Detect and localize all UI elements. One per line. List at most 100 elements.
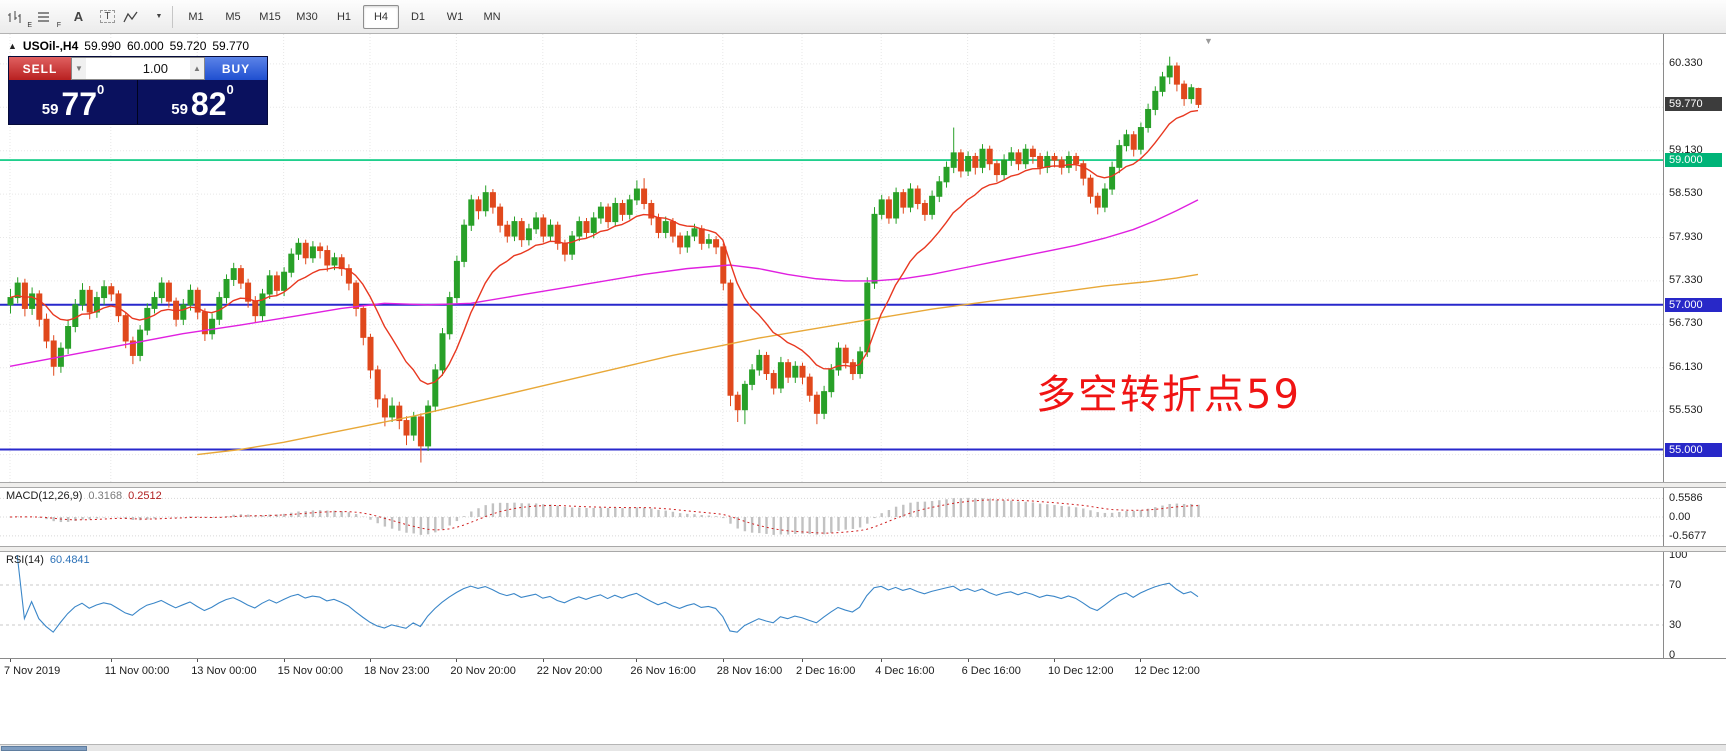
ask-price-display: 59 82 0 [138, 80, 267, 124]
price-axis-label: 57.330 [1669, 273, 1703, 286]
time-axis-tick [10, 659, 11, 662]
timeframe-button-m15[interactable]: M15 [259, 10, 281, 23]
buy-button[interactable]: BUY [205, 57, 267, 80]
time-axis-label: 18 Nov 23:00 [364, 665, 430, 677]
horizontal-scrollbar[interactable] [0, 744, 1726, 751]
timeframe-button-w1[interactable]: W1 [446, 10, 464, 23]
time-axis-tick [636, 659, 638, 662]
macd-signal-value: 0.2512 [128, 490, 162, 502]
bar-chart-button[interactable]: E [6, 4, 35, 30]
zigzag-button[interactable] [122, 4, 151, 30]
candles-layer [7, 56, 1202, 463]
timeframe-button-group: M1 M5 M15 M30 H1 H4 D1 W1 MN [178, 4, 510, 29]
timeframe-button-d1[interactable]: D1 [410, 10, 426, 23]
quote-high: 60.000 [126, 39, 164, 53]
time-axis-label: 11 Nov 00:00 [104, 665, 170, 677]
rsi-axis-label: 100 [1669, 549, 1688, 561]
chart-header: ▲ USOil-,H4 59.990 60.000 59.720 59.770 [8, 39, 249, 53]
timeframe-button-m1[interactable]: M1 [188, 10, 204, 23]
toolbar: E F A T ▼ M1 M5 M15 M30 H1 H4 D1 W1 MN [0, 0, 1726, 34]
scrollbar-thumb[interactable] [1, 746, 87, 751]
text-box-button[interactable]: T [93, 4, 122, 30]
price-badge: 59.000 [1665, 153, 1722, 168]
time-axis-label: 15 Nov 00:00 [277, 665, 344, 677]
bar-chart-icon [8, 10, 21, 23]
time-axis-label: 26 Nov 16:00 [630, 665, 696, 677]
time-axis-label: 4 Dec 16:00 [875, 665, 935, 677]
collapse-arrow-icon[interactable]: ▲ [8, 41, 17, 51]
time-axis-label: 13 Nov 00:00 [191, 665, 257, 677]
price-badge: 55.000 [1665, 442, 1722, 457]
time-axis-label: 20 Nov 20:00 [450, 665, 516, 677]
icon-letter: F [56, 21, 61, 29]
macd-signal-line [9, 499, 1199, 534]
macd-label: MACD(12,26,9) 0.3168 0.2512 [6, 490, 168, 502]
volume-input[interactable]: 1.00 [142, 61, 168, 76]
bid-main: 59 [41, 101, 59, 118]
bid-point: 0 [97, 82, 105, 97]
time-axis-tick [967, 659, 969, 662]
time-axis-tick [881, 659, 883, 662]
price-axis-label: 59.130 [1669, 143, 1703, 156]
pane-splitter[interactable] [0, 546, 1726, 552]
ma-mid-line [9, 199, 1199, 367]
rsi-pane[interactable] [0, 552, 1663, 658]
grid-icon [38, 11, 49, 22]
time-axis-tick [802, 659, 803, 662]
toolbar-separator [172, 5, 173, 28]
text-box-icon: T [100, 10, 115, 23]
horizontal-lines-layer [0, 159, 1663, 451]
zigzag-icon [123, 11, 138, 22]
timeframe-button-m5[interactable]: M5 [225, 10, 241, 23]
rsi-axis-label: 0 [1669, 649, 1676, 661]
pane-splitter[interactable] [0, 482, 1726, 488]
volume-down-button[interactable]: ▼ [72, 58, 86, 79]
price-axis-label: 57.930 [1669, 230, 1703, 243]
time-axis-label: 7 Nov 2019 [4, 665, 61, 677]
price-axis-label: 56.130 [1669, 360, 1703, 373]
price-axis-label: 55.530 [1669, 404, 1703, 417]
macd-axis-label: 0.5586 [1669, 492, 1703, 505]
time-axis-tick [722, 659, 724, 662]
time-axis-tick [1054, 659, 1055, 662]
macd-name: MACD(12,26,9) [6, 490, 83, 502]
chevron-down-icon[interactable]: ▼ [155, 13, 163, 20]
ma-fast-line [9, 109, 1199, 385]
time-axis: 7 Nov 2019 11 Nov 00:00 13 Nov 00:00 15 Nov… [0, 658, 1726, 682]
timeframe-button-h4[interactable]: H4 [363, 4, 399, 29]
main-chart[interactable] [0, 34, 1663, 482]
macd-pane[interactable] [0, 488, 1663, 546]
ask-main: 59 [171, 101, 188, 118]
timeframe-button-mn[interactable]: MN [483, 10, 501, 23]
quote-open: 59.990 [84, 39, 121, 53]
time-axis-tick [283, 659, 285, 662]
rsi-axis-label: 70 [1669, 579, 1682, 591]
volume-control[interactable]: ▼ 1.00 ▲ [71, 57, 205, 80]
grid-button[interactable]: F [35, 4, 64, 30]
time-axis-tick [110, 659, 112, 662]
bid-pips: 77 [61, 86, 98, 122]
chart-shift-marker-icon[interactable]: ▼ [1204, 36, 1213, 46]
price-axis-label: 60.330 [1669, 56, 1703, 69]
volume-up-button[interactable]: ▲ [190, 58, 204, 79]
rsi-value: 60.4841 [49, 554, 90, 566]
timeframe-button-h1[interactable]: H1 [336, 10, 352, 23]
time-axis-tick [370, 659, 371, 662]
time-axis-label: 28 Nov 16:00 [716, 665, 783, 677]
icon-letter: E [27, 21, 32, 29]
time-axis-tick [456, 659, 458, 662]
bid-price-display: 59 77 0 [9, 80, 138, 124]
rsi-label: RSI(14) 60.4841 [6, 554, 96, 566]
sell-button[interactable]: SELL [9, 57, 71, 80]
time-axis-label: 22 Nov 20:00 [536, 665, 603, 677]
text-label-button[interactable]: A [73, 9, 84, 24]
time-axis-label: 12 Dec 12:00 [1134, 665, 1200, 677]
chart-annotation-text: 多空转折点59 [1036, 372, 1301, 418]
macd-histogram [16, 497, 1200, 535]
macd-axis-label: 0.00 [1669, 511, 1691, 523]
ask-pips: 82 [190, 86, 227, 122]
macd-axis-label: -0.5677 [1669, 529, 1707, 542]
quote-low: 59.720 [169, 39, 207, 53]
timeframe-button-m30[interactable]: M30 [296, 10, 318, 23]
